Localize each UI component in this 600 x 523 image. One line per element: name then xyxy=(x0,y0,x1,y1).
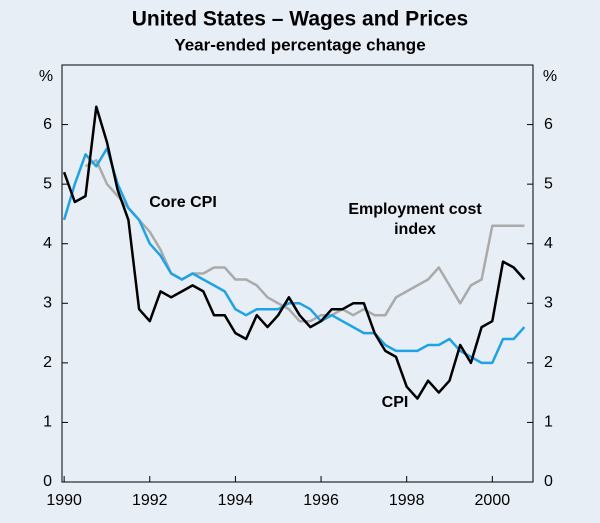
y-tick-label: 3 xyxy=(43,295,52,312)
y2-tick-label: 2 xyxy=(544,354,553,371)
y-tick-label: 0 xyxy=(43,473,52,490)
plot-frame xyxy=(61,64,534,483)
x-tick-label: 1994 xyxy=(218,492,254,509)
series-line xyxy=(62,147,526,365)
chart-title: United States – Wages and Prices xyxy=(132,8,469,31)
y2-tick-label: 5 xyxy=(544,175,553,192)
y-tick-label: 5 xyxy=(43,175,52,192)
y-tick-label: 1 xyxy=(43,414,52,431)
series-line xyxy=(62,105,526,400)
x-tick-label: 1992 xyxy=(132,492,168,509)
y2-tick-label: 4 xyxy=(544,235,553,252)
y2-tick-label: 3 xyxy=(544,295,553,312)
series-label: CPI xyxy=(381,394,409,411)
x-tick-label: 1996 xyxy=(303,492,339,509)
x-tick-label: 2000 xyxy=(475,492,511,509)
y-tick-label: 6 xyxy=(43,116,52,133)
y2-tick-label: 0 xyxy=(544,473,553,490)
x-tick-label: 1990 xyxy=(46,492,82,509)
y2-tick-label: 1 xyxy=(544,414,553,431)
y-tick-label: 4 xyxy=(43,235,52,252)
y-axis-label: % xyxy=(39,68,53,85)
chart-subtitle: Year-ended percentage change xyxy=(174,35,425,54)
y2-tick-label: 6 xyxy=(544,116,553,133)
series-label: Employment cost index xyxy=(348,201,482,238)
y-tick-label: 2 xyxy=(43,354,52,371)
y2-axis-label: % xyxy=(543,68,557,85)
series-line xyxy=(84,159,525,323)
x-tick-label: 1998 xyxy=(389,492,425,509)
series-label: Core CPI xyxy=(149,194,217,211)
